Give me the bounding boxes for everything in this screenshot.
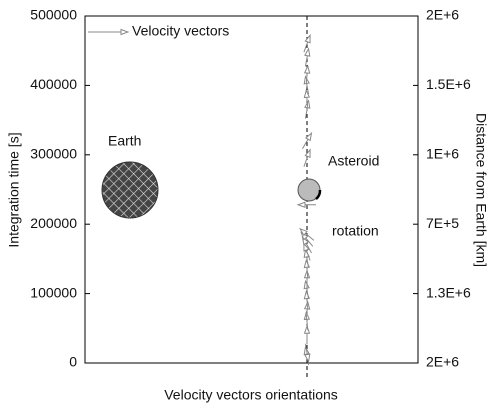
rotation-arrow	[315, 189, 322, 200]
velocity-vector	[303, 148, 311, 167]
y-tick-label: 100000	[30, 284, 77, 300]
y-tick-label: 400000	[30, 76, 77, 92]
y2-tick-label: 1.3E+6	[426, 284, 471, 300]
y-tick-label: 300000	[30, 146, 77, 162]
legend-swatch	[88, 28, 130, 36]
velocity-vector	[303, 324, 311, 345]
y-tick-label: 500000	[30, 7, 77, 23]
y2-tick-label: 2E+6	[426, 354, 459, 370]
velocity-vector	[303, 88, 311, 109]
velocity-vector	[296, 201, 316, 208]
annotation: rotation	[332, 223, 379, 239]
velocity-vector	[301, 235, 312, 254]
velocity-vector	[302, 131, 313, 149]
earth-icon	[101, 161, 159, 219]
velocity-vector	[303, 269, 311, 289]
x-axis-label: Velocity vectors orientations	[164, 387, 338, 403]
velocity-vector	[303, 33, 311, 53]
velocity-vector	[303, 310, 311, 331]
y-tick-label: 200000	[30, 215, 77, 231]
velocity-vector	[298, 227, 315, 241]
velocity-vector	[304, 47, 311, 67]
velocity-vector	[304, 343, 311, 363]
annotation: Asteroid	[328, 153, 379, 169]
velocity-vector	[303, 64, 311, 84]
y2-tick-label: 7E+5	[426, 215, 459, 231]
y2-tick-label: 2E+6	[426, 7, 459, 23]
legend-label: Velocity vectors	[132, 23, 229, 39]
velocity-vector	[303, 300, 311, 320]
y-axis-label: Integration time [s]	[6, 132, 22, 247]
y2-axis-label: Distance from Earth [km]	[473, 113, 489, 267]
plot-frame	[84, 15, 419, 364]
y2-tick-label: 1E+6	[426, 146, 459, 162]
y-tick-label: 0	[69, 354, 77, 370]
velocity-vector	[303, 242, 311, 261]
annotation: Earth	[108, 133, 141, 149]
y2-tick-label: 1.5E+6	[426, 76, 471, 92]
